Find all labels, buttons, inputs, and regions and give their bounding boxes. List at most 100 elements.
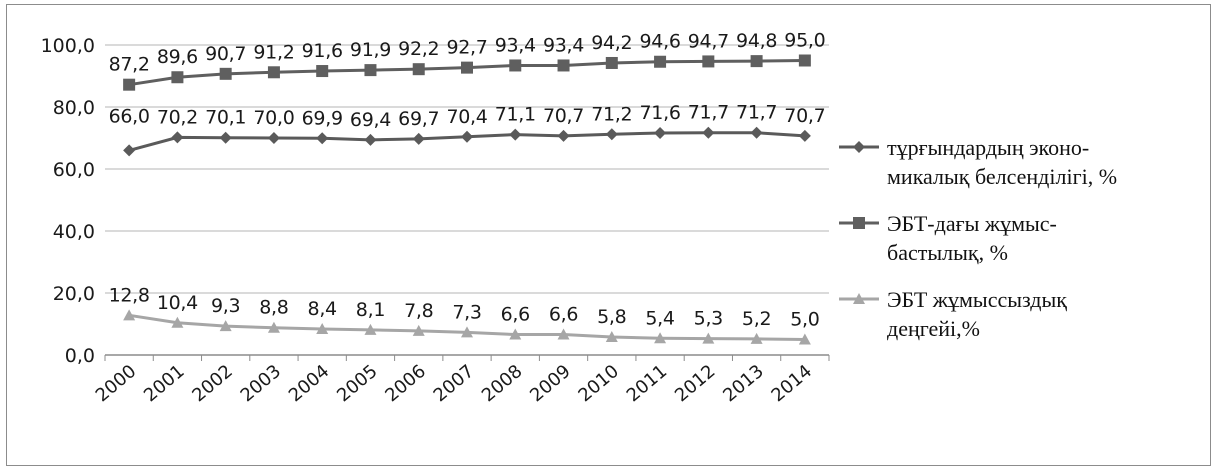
- data-label-unemployment: 7,8: [404, 300, 433, 322]
- legend-key-square: [839, 217, 879, 229]
- legend-label-activity: тұрғындардың эконо- микалық белсенділігі…: [887, 133, 1207, 191]
- data-point-employment: [702, 55, 715, 68]
- x-tick-label: 2001: [140, 361, 189, 407]
- data-point-employment: [750, 55, 763, 68]
- data-label-activity: 69,9: [302, 107, 343, 129]
- y-tick-label: 0,0: [65, 345, 95, 367]
- x-tick-label: 2005: [333, 361, 382, 407]
- data-label-unemployment: 6,6: [549, 304, 578, 326]
- y-tick-label: 100,0: [41, 35, 95, 57]
- chart-frame: 0,0 20,0 40,0 60,0 80,0 100,0 2000 2001 2002 2003…: [6, 4, 1211, 466]
- data-label-employment: 92,2: [398, 38, 439, 60]
- data-label-employment: 95,0: [784, 30, 825, 52]
- data-label-activity: 70,2: [157, 106, 198, 128]
- data-label-activity: 70,1: [205, 107, 246, 129]
- data-point-employment: [316, 65, 329, 78]
- x-tick-label: 2014: [767, 361, 816, 407]
- data-point-employment: [605, 56, 618, 69]
- data-label-unemployment: 9,3: [211, 295, 240, 317]
- legend-key-triangle: [839, 293, 879, 304]
- data-label-employment: 94,8: [736, 30, 777, 52]
- data-label-employment: 94,2: [591, 32, 632, 54]
- data-point-unemployment: [316, 322, 329, 334]
- data-label-unemployment: 7,3: [452, 301, 481, 323]
- x-tick-label: 2013: [719, 361, 768, 407]
- data-point-activity: [798, 129, 811, 142]
- data-point-activity: [219, 131, 232, 144]
- data-label-unemployment: 8,8: [259, 297, 288, 319]
- data-label-unemployment: 5,4: [645, 307, 675, 329]
- data-point-unemployment: [219, 320, 232, 332]
- data-label-employment: 87,2: [109, 54, 150, 76]
- data-label-activity: 70,4: [446, 106, 487, 128]
- legend-label-unemployment-line2: деңгейі,%: [887, 316, 980, 341]
- legend-label-employment: ЭБТ-дағы жұмыс- бастылық, %: [887, 209, 1207, 267]
- data-point-activity: [654, 127, 667, 140]
- data-label-unemployment: 10,4: [157, 292, 198, 314]
- x-tick-label: 2007: [430, 361, 479, 407]
- x-tick-label: 2004: [285, 361, 334, 407]
- data-label-unemployment: 12,8: [109, 284, 150, 306]
- data-label-unemployment: 8,1: [356, 299, 385, 321]
- data-point-unemployment: [750, 332, 763, 344]
- x-tick-label: 2011: [623, 361, 672, 407]
- data-point-activity: [605, 128, 618, 141]
- data-label-activity: 66,0: [109, 105, 150, 127]
- y-tick-label: 80,0: [53, 97, 95, 119]
- legend-item-unemployment: ЭБТ жұмыссыздық деңгейі,%: [837, 285, 1207, 361]
- data-point-employment: [412, 63, 425, 76]
- line-chart: 0,0 20,0 40,0 60,0 80,0 100,0 2000 2001 2002 2003…: [41, 30, 830, 407]
- legend-label-unemployment: ЭБТ жұмыссыздық деңгейі,%: [887, 285, 1207, 343]
- x-tick-label: 2006: [381, 361, 430, 407]
- data-label-employment: 91,6: [302, 40, 343, 62]
- data-point-activity: [412, 132, 425, 145]
- data-label-employment: 94,6: [640, 31, 681, 53]
- data-point-unemployment: [702, 332, 715, 344]
- data-label-employment: 91,9: [350, 39, 391, 61]
- x-tick-label: 2012: [671, 361, 720, 407]
- data-point-unemployment: [267, 321, 280, 333]
- data-label-unemployment: 5,2: [742, 308, 771, 330]
- data-point-unemployment: [364, 323, 377, 335]
- data-label-activity: 69,4: [350, 109, 391, 131]
- y-tick-label: 40,0: [53, 221, 95, 243]
- data-point-employment: [171, 71, 184, 84]
- legend-label-employment-line2: бастылық, %: [887, 240, 1008, 265]
- data-label-unemployment: 6,6: [501, 304, 530, 326]
- data-label-activity: 71,7: [688, 102, 729, 124]
- data-label-activity: 70,7: [543, 105, 584, 127]
- data-point-unemployment: [509, 328, 522, 340]
- data-point-employment: [654, 55, 667, 68]
- data-label-activity: 71,6: [640, 102, 681, 124]
- x-tick-label: 2000: [92, 361, 141, 407]
- data-label-activity: 71,1: [495, 104, 536, 126]
- data-point-unemployment: [123, 309, 136, 321]
- data-label-activity: 70,0: [253, 107, 294, 129]
- data-label-activity: 71,7: [736, 102, 777, 124]
- data-point-employment: [219, 67, 232, 80]
- data-label-unemployment: 8,4: [308, 298, 338, 320]
- data-point-activity: [267, 132, 280, 144]
- data-point-employment: [364, 64, 377, 77]
- x-tick-label: 2002: [188, 361, 237, 407]
- legend-label-activity-line1: тұрғындардың эконо-: [887, 135, 1090, 160]
- data-point-activity: [509, 128, 522, 141]
- data-point-unemployment: [461, 326, 473, 338]
- data-point-unemployment: [605, 331, 618, 343]
- data-point-unemployment: [654, 332, 667, 344]
- data-point-activity: [750, 126, 763, 139]
- data-point-employment: [267, 66, 280, 79]
- data-label-employment: 93,4: [543, 34, 584, 56]
- data-point-unemployment: [798, 333, 811, 345]
- data-point-unemployment: [412, 324, 425, 336]
- data-point-activity: [702, 126, 715, 139]
- data-label-activity: 71,2: [591, 103, 632, 125]
- data-label-employment: 90,7: [205, 43, 246, 65]
- y-tick-label: 60,0: [53, 159, 95, 181]
- y-tick-label: 20,0: [53, 283, 95, 305]
- data-label-employment: 92,7: [446, 37, 487, 59]
- legend: тұрғындардың эконо- микалық белсенділігі…: [837, 133, 1207, 361]
- data-point-employment: [509, 59, 522, 72]
- legend-key-diamond: [839, 141, 879, 153]
- data-point-employment: [557, 59, 570, 72]
